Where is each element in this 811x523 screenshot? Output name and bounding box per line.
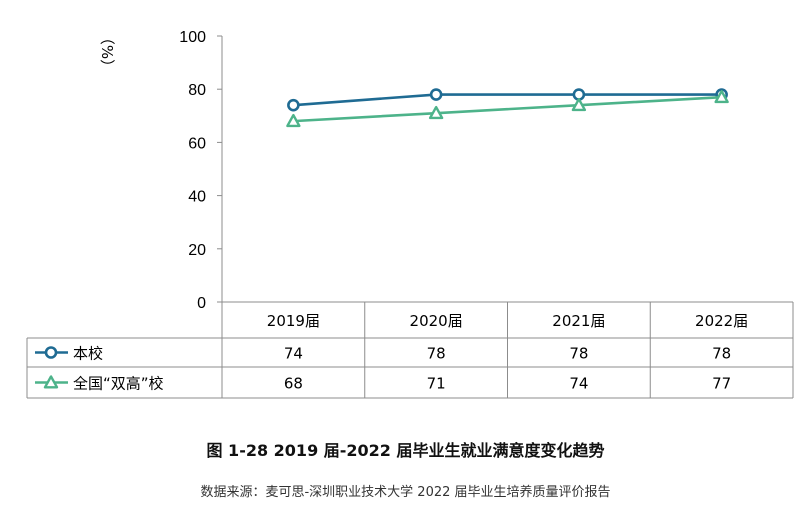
y-tick-label: 20 — [188, 242, 206, 259]
data-point — [428, 105, 444, 120]
data-point — [571, 97, 587, 112]
legend-label: 本校 — [73, 345, 103, 363]
figure-title: 图 1-28 2019 届-2022 届毕业生就业满意度变化趋势 — [206, 441, 605, 460]
x-tick-label: 2022届 — [695, 312, 748, 330]
y-tick-label: 40 — [188, 189, 206, 206]
figure-source: 数据来源：麦可思-深圳职业技术大学 2022 届毕业生培养质量评价报告 — [200, 485, 611, 500]
data-label: 78 — [569, 345, 588, 363]
data-label: 78 — [427, 345, 446, 363]
series-line — [293, 93, 722, 107]
y-tick-label: 0 — [197, 295, 206, 312]
x-tick-label: 2020届 — [410, 312, 463, 330]
chart: 0 20 40 60 80 100 （%） 2019届 2020届 2021届 2022届 74 78… — [26, 29, 794, 399]
legend-marker — [44, 346, 58, 359]
x-tick-label: 2019届 — [267, 312, 320, 330]
series-line — [293, 95, 722, 123]
data-label: 74 — [284, 345, 303, 363]
y-tick-label: 80 — [188, 82, 206, 99]
data-point — [287, 98, 300, 112]
data-label: 68 — [284, 375, 303, 393]
series-2 — [286, 89, 729, 128]
y-tick-label: 100 — [179, 29, 206, 46]
legend-marker — [43, 375, 59, 389]
y-tick-label: 60 — [188, 135, 206, 152]
axes: 0 20 40 60 80 100 （%） — [98, 29, 223, 312]
data-label: 77 — [712, 375, 731, 393]
x-tick-label: 2021届 — [552, 312, 605, 330]
series-layer — [286, 88, 729, 128]
data-point — [429, 88, 443, 101]
data-label: 78 — [712, 345, 731, 363]
y-axis-label: （%） — [98, 30, 116, 74]
data-table: 2019届 2020届 2021届 2022届 74 78 78 78 本校 68 71 74 77 全国… — [26, 301, 794, 399]
data-label: 74 — [569, 375, 588, 393]
data-point — [714, 89, 729, 104]
legend-label: 全国“双高”校 — [73, 375, 164, 393]
data-label: 71 — [427, 375, 446, 393]
data-point — [286, 113, 301, 128]
